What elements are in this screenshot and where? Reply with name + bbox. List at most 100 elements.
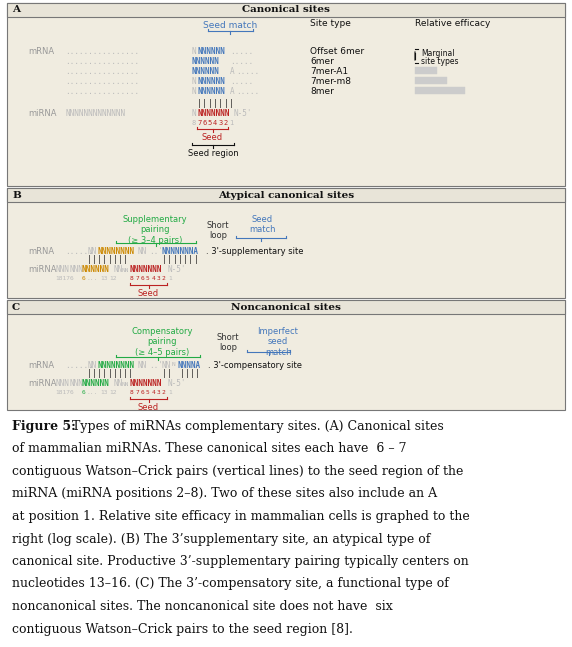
- Text: ................: ................: [65, 47, 139, 56]
- Text: |: |: [118, 256, 122, 265]
- Text: 2: 2: [162, 391, 165, 395]
- Text: A: A: [230, 67, 235, 76]
- Text: NNNNNNNA: NNNNNNNA: [162, 247, 199, 256]
- Text: NN: NN: [138, 247, 147, 256]
- Text: |: |: [92, 369, 97, 378]
- Text: NN: NN: [138, 360, 147, 369]
- Text: 3: 3: [157, 276, 160, 281]
- Text: . 3'-compensatory site: . 3'-compensatory site: [208, 360, 302, 369]
- Text: . 3'-supplementary site: . 3'-supplementary site: [206, 247, 304, 256]
- Text: ...: ...: [87, 391, 98, 395]
- Text: |: |: [196, 369, 200, 378]
- Text: Relative efficacy: Relative efficacy: [415, 19, 490, 28]
- Text: of mammalian miRNAs. These canonical sites each have  6 – 7: of mammalian miRNAs. These canonical sit…: [12, 443, 407, 455]
- Text: canonical site. Productive 3’-supplementary pairing typically centers on: canonical site. Productive 3’-supplement…: [12, 555, 468, 568]
- Text: |: |: [102, 256, 107, 265]
- Text: NNNNA: NNNNA: [177, 360, 200, 369]
- Text: |: |: [97, 256, 102, 265]
- Text: A: A: [230, 87, 235, 96]
- Text: Figure 5:: Figure 5:: [12, 420, 76, 433]
- Bar: [415, 87, 465, 94]
- Text: |: |: [190, 369, 195, 378]
- Text: Imperfect
seed
match: Imperfect seed match: [257, 327, 299, 356]
- Text: NNNNNN: NNNNNN: [197, 47, 225, 56]
- Text: NN: NN: [113, 265, 122, 274]
- Text: NNNNNN: NNNNNN: [82, 380, 110, 388]
- Text: 8: 8: [192, 120, 196, 126]
- Text: contiguous Watson–Crick pairs to the seed region [8].: contiguous Watson–Crick pairs to the see…: [12, 622, 353, 635]
- Text: Short
loop: Short loop: [206, 221, 229, 241]
- Text: contiguous Watson–Crick pairs (vertical lines) to the seed region of the: contiguous Watson–Crick pairs (vertical …: [12, 465, 463, 478]
- Text: Seed
match: Seed match: [249, 215, 275, 234]
- Text: |: |: [180, 369, 185, 378]
- Text: 2: 2: [162, 276, 165, 281]
- Text: |: |: [224, 98, 228, 107]
- Text: 7: 7: [136, 391, 139, 395]
- Text: N-5': N-5': [168, 265, 186, 274]
- Text: NNNNNNN: NNNNNNN: [130, 265, 162, 274]
- Text: A: A: [12, 6, 20, 14]
- Text: |: |: [102, 369, 107, 378]
- Text: 3: 3: [157, 391, 160, 395]
- Text: |: |: [92, 256, 97, 265]
- Text: .....: .....: [236, 87, 259, 96]
- Text: |: |: [113, 369, 117, 378]
- Text: 6: 6: [141, 391, 144, 395]
- Text: 7: 7: [136, 276, 139, 281]
- Text: |: |: [194, 256, 198, 265]
- Text: ......: ......: [65, 360, 93, 369]
- Text: 8mer: 8mer: [310, 87, 334, 96]
- Text: |: |: [202, 98, 207, 107]
- Text: ...: ...: [87, 276, 98, 281]
- Text: NNNNNNNN: NNNNNNNN: [97, 360, 134, 369]
- Bar: [415, 77, 447, 84]
- Text: 6: 6: [202, 120, 206, 126]
- Text: Noncanonical sites: Noncanonical sites: [231, 303, 341, 311]
- Text: Supplementary
pairing
(≥ 3–4 pairs): Supplementary pairing (≥ 3–4 pairs): [122, 215, 187, 245]
- Text: Seed: Seed: [202, 133, 223, 142]
- Text: NNN: NNN: [55, 265, 69, 274]
- Text: NN: NN: [162, 360, 171, 369]
- Text: NNNNNN: NNNNNN: [197, 76, 225, 85]
- Text: NNNNNN: NNNNNN: [82, 265, 110, 274]
- Text: miRNA (miRNA positions 2–8). Two of these sites also include an A: miRNA (miRNA positions 2–8). Two of thes…: [12, 487, 437, 501]
- Text: NNNNNN: NNNNNN: [192, 67, 220, 76]
- Text: Types of miRNAs complementary sites. (A) Canonical sites: Types of miRNAs complementary sites. (A)…: [72, 420, 444, 433]
- Text: N: N: [192, 47, 197, 56]
- Text: Seed region: Seed region: [188, 149, 239, 157]
- Text: NN: NN: [113, 380, 122, 388]
- Bar: [7, 3, 565, 17]
- Text: N: N: [172, 362, 176, 367]
- Text: |: |: [189, 256, 193, 265]
- Text: Site type: Site type: [310, 19, 351, 28]
- Text: Offset 6mer: Offset 6mer: [310, 47, 364, 56]
- Text: 18176: 18176: [55, 276, 74, 281]
- Text: NNNNNNN: NNNNNNN: [197, 109, 229, 118]
- Text: .....: .....: [236, 67, 259, 76]
- Text: NN: NN: [87, 360, 96, 369]
- Text: ................: ................: [65, 76, 139, 85]
- Bar: [7, 3, 565, 186]
- Text: |: |: [167, 369, 172, 378]
- Text: 1: 1: [229, 120, 233, 126]
- Text: ..': ..': [149, 247, 163, 256]
- Text: 4: 4: [151, 391, 155, 395]
- Text: NNN: NNN: [55, 380, 69, 388]
- Text: |: |: [208, 98, 212, 107]
- Text: miRNA: miRNA: [28, 109, 57, 118]
- Text: miRNA: miRNA: [28, 380, 57, 388]
- Text: Compensatory
pairing
(≥ 4–5 pairs): Compensatory pairing (≥ 4–5 pairs): [131, 327, 193, 356]
- Text: noncanonical sites. The noncanonical site does not have  six: noncanonical sites. The noncanonical sit…: [12, 600, 393, 613]
- Text: |: |: [213, 98, 217, 107]
- Text: 7mer-m8: 7mer-m8: [310, 76, 351, 85]
- Text: |: |: [185, 369, 190, 378]
- Text: |: |: [118, 369, 122, 378]
- Bar: [7, 188, 565, 202]
- Text: 13: 13: [100, 391, 108, 395]
- Text: 1: 1: [168, 391, 172, 395]
- Text: |: |: [108, 369, 112, 378]
- Bar: [7, 300, 565, 314]
- Text: N: N: [192, 76, 197, 85]
- Text: 12: 12: [109, 276, 117, 281]
- Text: NNNNNNNN: NNNNNNNN: [97, 247, 134, 256]
